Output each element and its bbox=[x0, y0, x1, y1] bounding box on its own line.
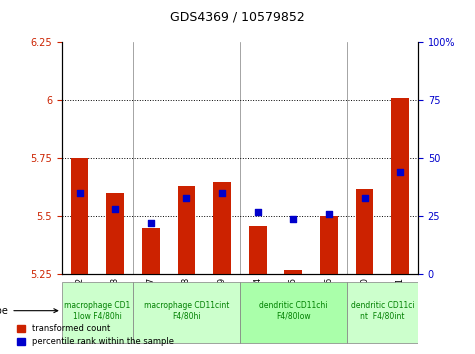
Bar bbox=[391, 98, 409, 274]
Text: cell type: cell type bbox=[0, 306, 58, 316]
Bar bbox=[142, 228, 160, 274]
Point bbox=[111, 207, 119, 212]
Text: macrophage CD11cint
F4/80hi: macrophage CD11cint F4/80hi bbox=[144, 301, 229, 320]
Point bbox=[325, 211, 332, 217]
Point bbox=[289, 216, 297, 222]
Bar bbox=[320, 216, 338, 274]
Point bbox=[361, 195, 369, 201]
Legend: transformed count, percentile rank within the sample: transformed count, percentile rank withi… bbox=[14, 321, 177, 350]
FancyBboxPatch shape bbox=[240, 282, 347, 343]
Point bbox=[218, 190, 226, 196]
Point bbox=[147, 221, 155, 226]
Text: dendritic CD11chi
F4/80low: dendritic CD11chi F4/80low bbox=[259, 301, 328, 320]
Text: dendritic CD11ci
nt  F4/80int: dendritic CD11ci nt F4/80int bbox=[351, 301, 414, 320]
Bar bbox=[285, 270, 302, 274]
FancyBboxPatch shape bbox=[62, 282, 133, 343]
Text: GDS4369 / 10579852: GDS4369 / 10579852 bbox=[170, 11, 305, 24]
Bar bbox=[178, 186, 195, 274]
FancyBboxPatch shape bbox=[347, 282, 418, 343]
Point bbox=[396, 170, 404, 175]
FancyBboxPatch shape bbox=[133, 282, 240, 343]
Bar bbox=[356, 189, 373, 274]
Text: macrophage CD1
1low F4/80hi: macrophage CD1 1low F4/80hi bbox=[64, 301, 131, 320]
Bar bbox=[71, 159, 88, 274]
Bar bbox=[213, 182, 231, 274]
Point bbox=[76, 190, 84, 196]
Bar bbox=[249, 226, 266, 274]
Point bbox=[254, 209, 261, 215]
Point bbox=[182, 195, 190, 201]
Bar bbox=[106, 193, 124, 274]
